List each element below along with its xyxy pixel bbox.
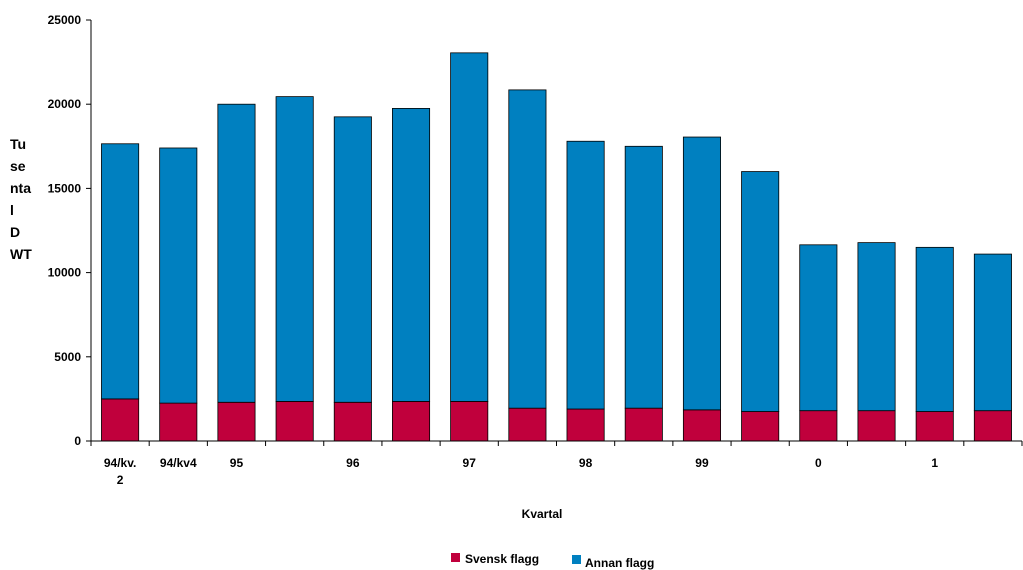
y-tick-label: 15000 — [48, 181, 82, 195]
y-axis-title-line: D — [10, 224, 20, 240]
bar-svensk-flagg — [974, 411, 1011, 441]
x-axis-title: Kvartal — [522, 507, 563, 521]
x-tick-label: 96 — [346, 456, 360, 470]
y-tick-label: 25000 — [48, 13, 82, 27]
bar-svensk-flagg — [683, 410, 720, 441]
bar-svensk-flagg — [509, 408, 546, 441]
y-tick-label: 20000 — [48, 97, 82, 111]
legend-swatch — [572, 555, 581, 564]
bar-svensk-flagg — [392, 401, 429, 441]
bar-annan-flagg — [276, 97, 313, 402]
x-tick-label: 2 — [117, 473, 124, 487]
bar-annan-flagg — [160, 148, 197, 403]
x-tick-label: 97 — [463, 456, 477, 470]
bar-annan-flagg — [392, 108, 429, 401]
bar-svensk-flagg — [567, 409, 604, 441]
bar-annan-flagg — [567, 141, 604, 409]
y-axis-title-line: nta — [10, 180, 31, 196]
bar-annan-flagg — [974, 254, 1011, 411]
x-tick-label: 95 — [230, 456, 244, 470]
bar-svensk-flagg — [742, 412, 779, 441]
y-axis-title-line: Tu — [10, 136, 26, 152]
bar-annan-flagg — [218, 104, 255, 402]
bar-svensk-flagg — [334, 402, 371, 441]
legend-label: Svensk flagg — [465, 552, 539, 566]
y-tick-labels: 0 5000 10000 15000 20000 25000 — [48, 13, 82, 448]
x-tick-label: 1 — [931, 456, 938, 470]
y-tick-label: 0 — [74, 434, 81, 448]
bar-annan-flagg — [800, 245, 837, 411]
bar-svensk-flagg — [858, 411, 895, 441]
bar-svensk-flagg — [218, 402, 255, 441]
x-tick-labels: 94/kv. 2 94/kv4 95 96 97 98 99 0 1 — [104, 456, 939, 487]
legend: Svensk flagg Annan flagg — [451, 552, 654, 570]
bar-svensk-flagg — [101, 399, 138, 441]
x-tick-label: 99 — [695, 456, 709, 470]
bar-annan-flagg — [334, 117, 371, 402]
y-tick-label: 10000 — [48, 266, 82, 280]
bar-svensk-flagg — [276, 401, 313, 441]
x-tick-label: 94/kv. — [104, 456, 136, 470]
bar-annan-flagg — [625, 146, 662, 408]
y-axis-title: Tu se nta lD WT — [10, 136, 32, 262]
bar-annan-flagg — [451, 53, 488, 402]
legend-swatch — [451, 553, 460, 562]
bar-annan-flagg — [683, 137, 720, 410]
x-tick-label: 0 — [815, 456, 822, 470]
x-tick-label: 98 — [579, 456, 593, 470]
bar-svensk-flagg — [625, 408, 662, 441]
bar-svensk-flagg — [451, 401, 488, 441]
y-tick-label: 5000 — [54, 350, 81, 364]
bar-annan-flagg — [858, 243, 895, 411]
bar-svensk-flagg — [800, 411, 837, 441]
bar-annan-flagg — [101, 144, 138, 399]
x-tick-label: 94/kv4 — [160, 456, 197, 470]
bar-group — [101, 53, 1011, 441]
bar-svensk-flagg — [160, 403, 197, 441]
bar-annan-flagg — [742, 172, 779, 412]
bar-svensk-flagg — [916, 412, 953, 441]
y-axis-title-line: l — [10, 202, 14, 218]
bar-annan-flagg — [916, 247, 953, 411]
y-axis-title-line: WT — [10, 246, 32, 262]
bar-annan-flagg — [509, 90, 546, 408]
y-axis-title-line: se — [10, 158, 26, 174]
legend-label: Annan flagg — [585, 556, 654, 570]
